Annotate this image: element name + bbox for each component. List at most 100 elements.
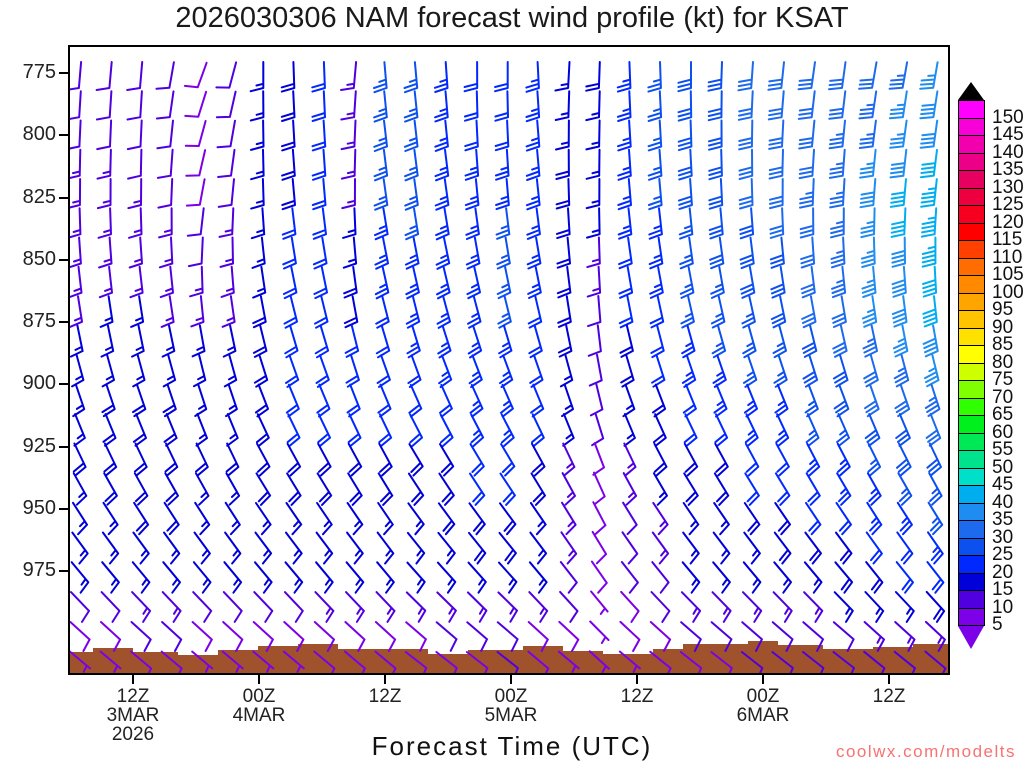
wind-barb (103, 442, 118, 477)
wind-barb (374, 650, 397, 673)
wind-barb (129, 265, 144, 299)
colorbar-swatch (958, 520, 985, 539)
x-axis-tick-label: 00Z (746, 686, 780, 707)
wind-barb (647, 119, 663, 152)
colorbar-label: 120 (992, 211, 1024, 233)
wind-barb (344, 324, 360, 358)
wind-barb (802, 651, 825, 673)
wind-barb (164, 442, 179, 477)
wind-barb (679, 236, 694, 270)
wind-barb (771, 651, 794, 673)
wind-barb (222, 324, 237, 358)
wind-barb (623, 413, 636, 447)
wind-barb (926, 442, 942, 477)
wind-barb (221, 295, 236, 328)
wind-barb (72, 442, 87, 477)
wind-barb (249, 90, 265, 122)
wind-barb (925, 590, 946, 623)
colorbar-swatch (958, 170, 985, 189)
wind-barb (226, 413, 239, 447)
wind-barb (98, 236, 113, 269)
wind-barb (439, 383, 453, 418)
wind-barb (225, 442, 240, 477)
wind-barb (189, 265, 204, 298)
wind-barb (836, 413, 850, 447)
wind-barb (555, 207, 571, 240)
wind-barb (163, 501, 180, 536)
wind-barb (525, 119, 541, 152)
wind-barb (497, 591, 518, 623)
wind-barb (252, 295, 267, 329)
wind-barb (467, 295, 482, 329)
wind-barb (922, 295, 938, 328)
wind-barb (738, 148, 754, 180)
wind-barb (435, 651, 458, 673)
wind-barb (340, 119, 357, 151)
wind-barb (99, 650, 122, 673)
wind-barb (865, 531, 883, 565)
wind-barb (374, 621, 397, 652)
colorbar-label: 140 (992, 141, 1024, 163)
colorbar-label: 35 (992, 509, 1014, 530)
wind-barb (529, 531, 548, 565)
wind-barb (340, 90, 357, 121)
wind-barb (158, 236, 174, 269)
wind-barb (772, 591, 793, 623)
wind-barb (652, 501, 669, 536)
x-axis-tick-label: 2026 (111, 724, 155, 745)
colorbar-swatch (958, 380, 985, 399)
wind-barb (707, 90, 723, 122)
wind-barb (466, 266, 481, 300)
wind-barb (587, 295, 602, 328)
wind-barb (436, 266, 451, 300)
wind-barb (314, 324, 330, 359)
wind-barb (470, 413, 485, 448)
wind-barb (679, 266, 695, 299)
y-axis-tick-label: 925 (22, 434, 56, 457)
wind-barb (802, 621, 824, 652)
wind-barb (894, 621, 916, 652)
wind-barb (710, 621, 733, 652)
wind-barb (467, 561, 487, 594)
wind-barb (681, 324, 696, 359)
wind-barb (194, 383, 208, 417)
wind-barb (373, 178, 389, 211)
wind-barb (652, 383, 667, 418)
wind-barb (70, 148, 82, 179)
wind-barb (774, 472, 791, 506)
wind-barb (185, 178, 206, 207)
wind-barb (623, 442, 637, 477)
wind-barb (530, 472, 546, 506)
wind-barb (649, 266, 664, 299)
wind-barb (434, 119, 449, 152)
wind-barb (70, 207, 82, 239)
wind-barb (920, 207, 938, 238)
wind-barb (556, 265, 572, 299)
wind-barb (799, 178, 815, 209)
wind-barb (375, 591, 396, 623)
wind-barb (131, 561, 151, 594)
wind-barb (316, 502, 333, 536)
wind-barb (285, 531, 303, 565)
colorbar-label: 100 (992, 281, 1024, 303)
colorbar-swatch (958, 152, 985, 171)
y-axis-tick (59, 507, 68, 510)
wind-barb (858, 61, 878, 90)
colorbar-swatch (958, 485, 985, 504)
wind-barb (404, 236, 420, 270)
wind-barb (801, 295, 817, 329)
wind-barb (527, 621, 549, 652)
wind-barb (556, 236, 571, 269)
wind-barb (195, 442, 209, 477)
colorbar-swatch (958, 555, 985, 574)
wind-barb (555, 148, 570, 180)
wind-barb (919, 119, 939, 149)
wind-barb (647, 178, 663, 211)
wind-barb (711, 324, 727, 359)
wind-barb (650, 324, 665, 359)
wind-barb (741, 295, 756, 329)
wind-barb (465, 236, 481, 270)
wind-barb (893, 353, 910, 388)
wind-barb (681, 354, 697, 388)
x-axis-tick-label: 6MAR (736, 705, 790, 726)
